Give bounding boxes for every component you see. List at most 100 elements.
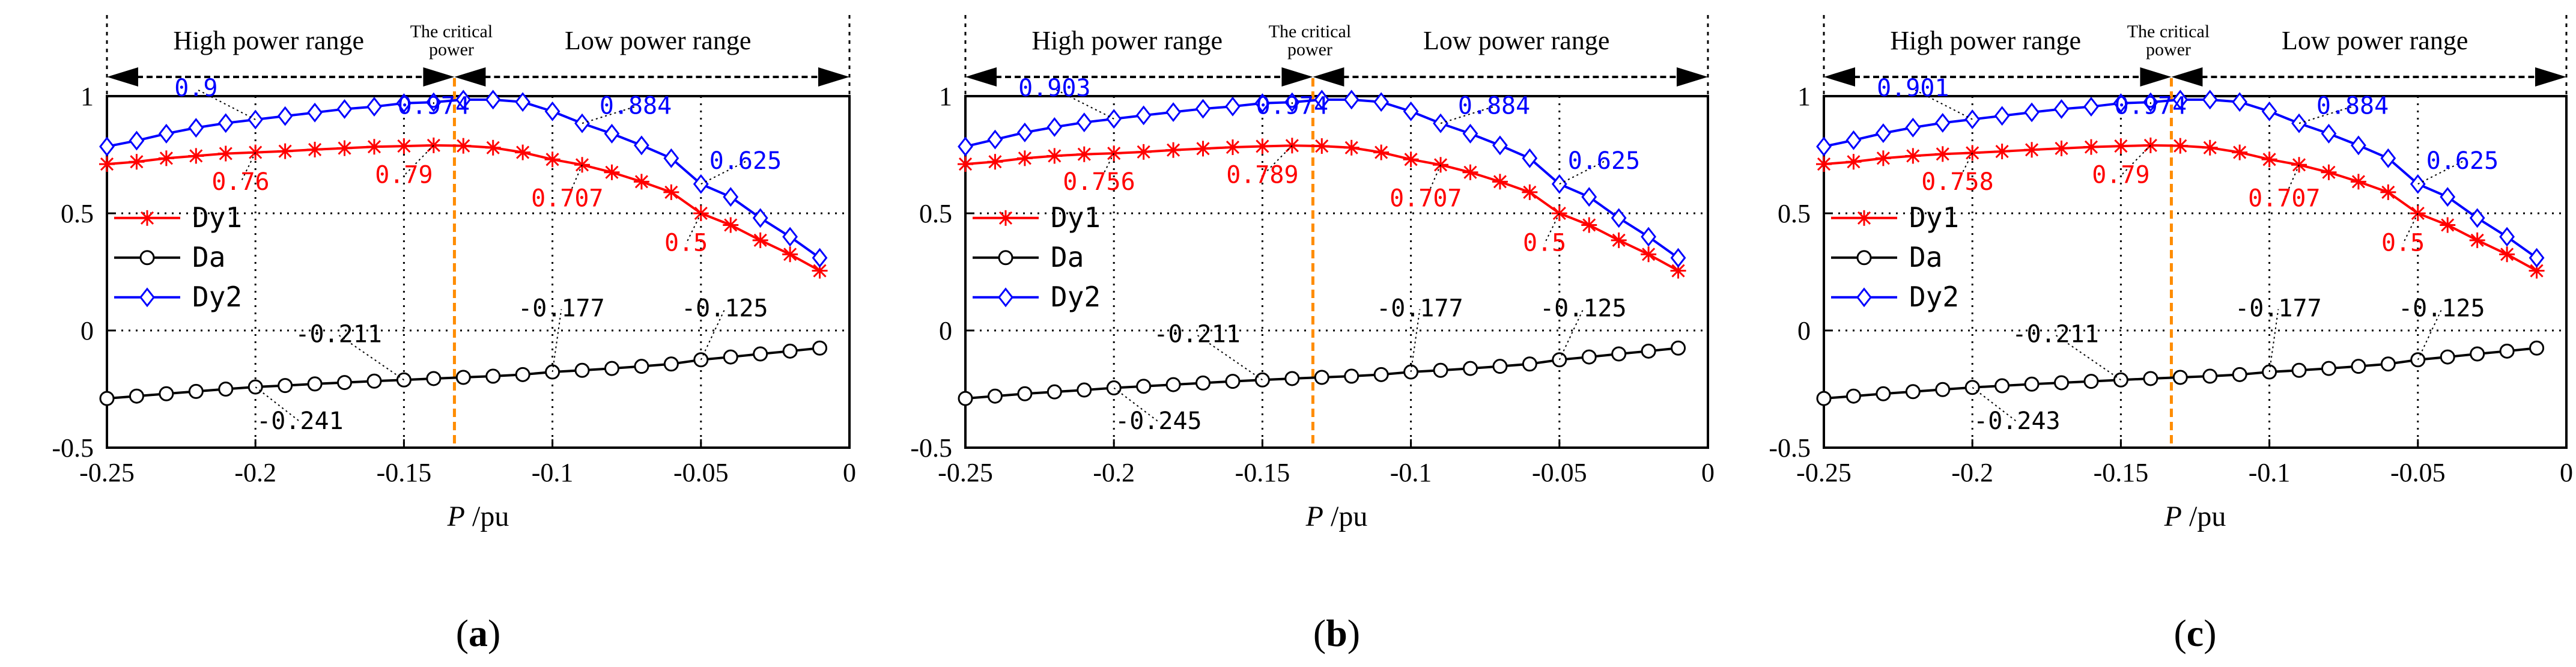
data-point-Dy2 — [812, 248, 828, 268]
data-point-Dy1 — [2322, 165, 2336, 179]
data-point-Dy1 — [1847, 155, 1861, 169]
data-point-Dy1 — [988, 155, 1002, 169]
high-power-range-label: High power range — [1890, 26, 2081, 55]
legend-label-Dy1: Dy1 — [1051, 201, 1101, 234]
x-tick-label: -0.1 — [2249, 458, 2291, 487]
data-point-Da — [998, 250, 1013, 266]
legend-label-Dy1: Dy1 — [1909, 201, 1959, 234]
x-tick-label: -0.1 — [532, 458, 574, 487]
panel-label-part: ) — [1347, 612, 1360, 654]
data-point-Dy1 — [1817, 157, 1831, 171]
data-point-Dy1 — [1493, 175, 1507, 189]
data-point-Dy1 — [130, 155, 144, 169]
data-point-Dy1 — [1226, 140, 1240, 154]
data-point-Dy1 — [545, 153, 559, 166]
data-point-Dy2 — [396, 93, 412, 114]
x-tick-label: -0.2 — [1951, 458, 1993, 487]
data-label: 0.5 — [1523, 229, 1566, 257]
legend-label-Dy2: Dy2 — [1051, 281, 1101, 313]
data-label: -0.243 — [1973, 407, 2061, 435]
data-point-Dy2 — [998, 287, 1013, 308]
data-point-Da — [1522, 356, 1537, 372]
data-point-Dy1 — [140, 211, 154, 225]
x-tick-label: -0.2 — [234, 458, 276, 487]
y-tick-label: -0.5 — [1769, 433, 1811, 463]
data-label: -0.177 — [518, 295, 605, 323]
data-point-Dy2 — [1046, 117, 1063, 137]
data-point-Da — [1671, 340, 1686, 356]
data-point-Da — [1905, 384, 1921, 400]
data-label: 0.625 — [709, 147, 782, 175]
data-point-Dy2 — [1581, 187, 1597, 207]
data-point-Dy2 — [782, 227, 798, 247]
data-label: 0.5 — [2381, 229, 2425, 257]
data-point-Da — [1373, 367, 1389, 382]
data-point-Da — [426, 371, 442, 386]
data-point-Dy2 — [634, 135, 649, 156]
data-point-Da — [2202, 368, 2218, 384]
data-point-Dy1 — [1404, 153, 1418, 166]
data-label: 0.707 — [531, 184, 603, 212]
data-point-Dy2 — [1492, 135, 1508, 156]
data-label: 0.974 — [398, 92, 470, 120]
data-point-Dy2 — [1994, 106, 2010, 126]
data-point-Da — [1077, 382, 1092, 398]
data-point-Da — [278, 378, 293, 394]
axes-frame — [964, 95, 1709, 449]
data-point-Da — [958, 391, 973, 406]
data-point-Da — [366, 373, 382, 389]
x-axis-label-symbol: P — [2164, 501, 2182, 532]
data-point-Dy2 — [277, 106, 293, 126]
data-point-Dy1 — [1048, 149, 1062, 163]
data-point-Da — [485, 368, 501, 384]
data-point-Dy1 — [1137, 145, 1150, 159]
data-point-Dy1 — [457, 139, 470, 153]
data-point-Dy2 — [604, 123, 620, 144]
y-tick-label: 0.5 — [1778, 199, 1811, 228]
data-label: -0.125 — [2398, 295, 2485, 323]
annotation-leader — [2055, 334, 2121, 381]
x-tick-label: -0.25 — [938, 458, 993, 487]
data-point-Dy1 — [813, 264, 827, 278]
data-point-Dy2 — [515, 92, 531, 112]
data-point-Dy2 — [958, 136, 973, 157]
data-point-Da — [1344, 368, 1359, 384]
data-point-Dy1 — [2055, 141, 2068, 156]
y-tick-label: 0 — [1797, 316, 1811, 346]
data-label: 0.625 — [2426, 147, 2499, 175]
data-point-Dy1 — [605, 165, 619, 179]
data-point-Dy2 — [139, 287, 155, 308]
data-point-Dy2 — [1373, 92, 1390, 112]
series-Da — [958, 340, 1686, 406]
data-point-Dy2 — [1135, 105, 1152, 126]
data-label: -0.125 — [1540, 295, 1627, 323]
data-point-Dy1 — [2381, 185, 2395, 199]
y-tick-label: 0 — [80, 316, 94, 346]
data-label: 0.5 — [664, 229, 708, 257]
data-label: 0.884 — [1458, 92, 1530, 120]
data-point-Dy2 — [217, 113, 234, 133]
data-point-Da — [2321, 361, 2336, 376]
data-point-Dy1 — [1077, 147, 1091, 161]
data-point-Dy1 — [2441, 218, 2455, 232]
x-tick-label: -0.15 — [377, 458, 432, 487]
data-label: 0.901 — [1877, 75, 1949, 102]
data-point-Da — [987, 388, 1003, 404]
data-point-Dy2 — [1875, 123, 1891, 144]
x-tick-label: -0.15 — [2094, 458, 2149, 487]
data-point-Dy1 — [634, 175, 648, 189]
data-point-Dy2 — [1670, 248, 1686, 268]
data-point-Dy2 — [752, 208, 768, 228]
panel-label-part: ( — [1313, 612, 1326, 654]
data-point-Dy1 — [338, 141, 351, 155]
data-label: 0.707 — [2248, 184, 2320, 212]
data-point-Da — [1611, 346, 1627, 362]
panel-c: -0.25 -0.2 -0.15 -0.1 -0.05 0 -0.5 0 0.5 1 P /pu (c… — [1769, 15, 2573, 654]
data-point-Da — [782, 343, 798, 359]
data-point-Dy1 — [1315, 139, 1329, 153]
data-point-Dy1 — [1523, 185, 1537, 199]
data-point-Da — [1046, 384, 1062, 400]
data-point-Dy2 — [2529, 248, 2545, 268]
data-point-Dy2 — [1195, 99, 1211, 119]
